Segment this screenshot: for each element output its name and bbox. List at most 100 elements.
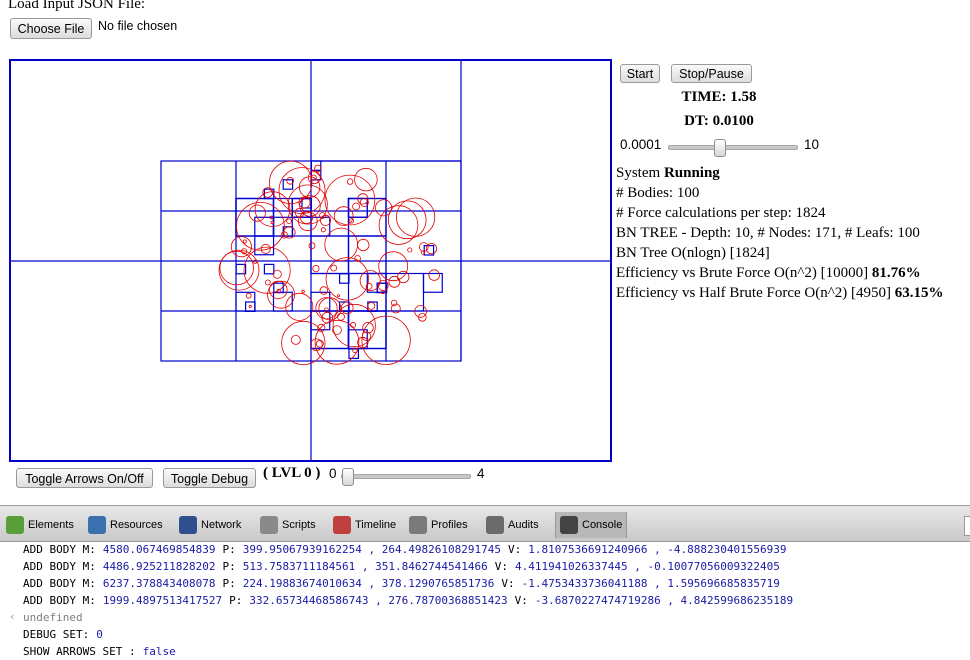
body-circle (359, 197, 369, 207)
console-text: V: (514, 594, 528, 607)
console-value: 513.7583711184561 , 351.8462744541466 (242, 560, 488, 573)
toggle-arrows-button[interactable]: Toggle Arrows On/Off (16, 468, 153, 488)
console-value: 4.411941026337445 , -0.10077056009322405 (515, 560, 780, 573)
tab-icon (88, 516, 106, 535)
devtools-tab[interactable]: Elements (6, 514, 74, 536)
body-circle (354, 255, 361, 262)
body-circle (367, 301, 376, 310)
devtools-tab[interactable]: Console (555, 512, 628, 538)
devtools-tab[interactable]: Scripts (260, 514, 316, 536)
body-circle (387, 200, 427, 240)
file-label: Load Input JSON File: (8, 0, 146, 12)
body-circle (285, 292, 314, 321)
body-circle (248, 204, 266, 222)
body-circle (332, 325, 342, 335)
tab-icon (179, 516, 197, 535)
efficiency-value: 81.76% (871, 265, 921, 281)
efficiency-line: Efficiency vs Brute Force O(n^2) [10000]… (616, 265, 921, 282)
body-circle (260, 243, 271, 254)
devtools-tab[interactable]: Timeline (333, 514, 396, 536)
devtools-tab[interactable]: Audits (486, 514, 539, 536)
time: TIME: 1.58 (681, 89, 757, 105)
status-line: # Force calculations per step: 1824 (616, 205, 826, 221)
body-circle (375, 199, 393, 217)
dt-min: 0.0001 (620, 137, 662, 152)
quadtree (10, 60, 611, 461)
console-text: DEBUG SET: (23, 628, 90, 641)
body-circle (425, 243, 438, 255)
body-circle (381, 290, 385, 295)
body-circle (298, 176, 321, 198)
stop-button[interactable]: Stop/Pause (671, 64, 752, 83)
tab-label: Resources (110, 519, 163, 531)
body-circle (312, 265, 320, 273)
body-circle (283, 226, 296, 239)
body-circle (361, 315, 411, 365)
body-circle (428, 269, 440, 281)
body-circle (414, 305, 427, 318)
console-text: undefined (23, 611, 83, 624)
body-circle (269, 160, 313, 205)
tree-cell (235, 263, 247, 275)
console-value: 4486.925211828202 (102, 560, 216, 573)
console-value: 1999.4897513417527 (102, 594, 223, 607)
console-line: ADD BODY M: 1999.4897513417527 P: 332.65734… (23, 592, 800, 609)
dt-slider[interactable] (668, 145, 798, 150)
body-circle (245, 292, 252, 299)
devtools-tab[interactable]: Resources (88, 514, 163, 536)
simulation-canvas (9, 59, 612, 462)
start-button[interactable]: Start (620, 64, 660, 83)
body-circle (314, 319, 360, 365)
efficiency-value: 63.15% (894, 285, 944, 301)
body-circle (219, 250, 254, 286)
search-box[interactable] (964, 516, 970, 536)
level-slider[interactable] (341, 474, 471, 479)
body-circle (346, 178, 354, 185)
system-label: System (616, 165, 661, 181)
status-line: # Bodies: 100 (616, 185, 700, 201)
file-status: No file chosen (98, 19, 178, 33)
console-text: V: (507, 543, 522, 556)
console-value: 4580.067469854839 (102, 543, 216, 556)
console-line: ADD BODY M: 4486.925211828202 P: 513.758371… (23, 558, 787, 575)
body-circle (359, 270, 381, 292)
console-text: ADD BODY M: (23, 577, 96, 590)
body-circle (307, 171, 321, 184)
body-circle (365, 282, 373, 290)
devtools-tab[interactable]: Profiles (409, 514, 468, 536)
efficiency-line: Efficiency vs Half Brute Force O(n^2) [4… (616, 285, 944, 302)
tab-label: Elements (28, 519, 74, 531)
body-circle (352, 347, 358, 354)
dt: DT: 0.0100 (684, 113, 754, 129)
body-circle (314, 164, 322, 173)
body-circle (330, 264, 338, 272)
body-circle (324, 174, 376, 226)
tab-icon (260, 516, 278, 535)
console-line: DEBUG SET: 0 (23, 626, 110, 643)
tab-icon (409, 516, 427, 535)
tree-cell (422, 272, 443, 293)
body-circle (390, 299, 398, 307)
tab-label: Scripts (282, 519, 316, 531)
file-button[interactable]: Choose File (10, 18, 92, 39)
body-circle (317, 323, 326, 332)
status-line: BN TREE - Depth: 10, # Nodes: 171, # Lea… (616, 225, 920, 241)
body-circle (262, 187, 274, 198)
dt-slider-thumb[interactable] (714, 139, 726, 157)
body-circle (281, 320, 326, 366)
devtools-tab[interactable]: Network (179, 514, 241, 536)
devtools-toolbar: Elements Resources Network Scripts Timeline P… (0, 506, 970, 542)
system-status: System Running (616, 165, 720, 182)
tree-cell (263, 263, 275, 275)
body-circle (325, 257, 369, 301)
console-text: P: (222, 577, 236, 590)
level-slider-thumb[interactable] (342, 468, 354, 486)
body-circle (308, 242, 316, 250)
toggle-debug-button[interactable]: Toggle Debug (163, 468, 256, 488)
body-circle (319, 286, 328, 295)
body-circle (286, 177, 295, 185)
console-value: 224.19883674010634 , 378.1290765851736 (242, 577, 495, 590)
tree-cell (347, 310, 387, 350)
